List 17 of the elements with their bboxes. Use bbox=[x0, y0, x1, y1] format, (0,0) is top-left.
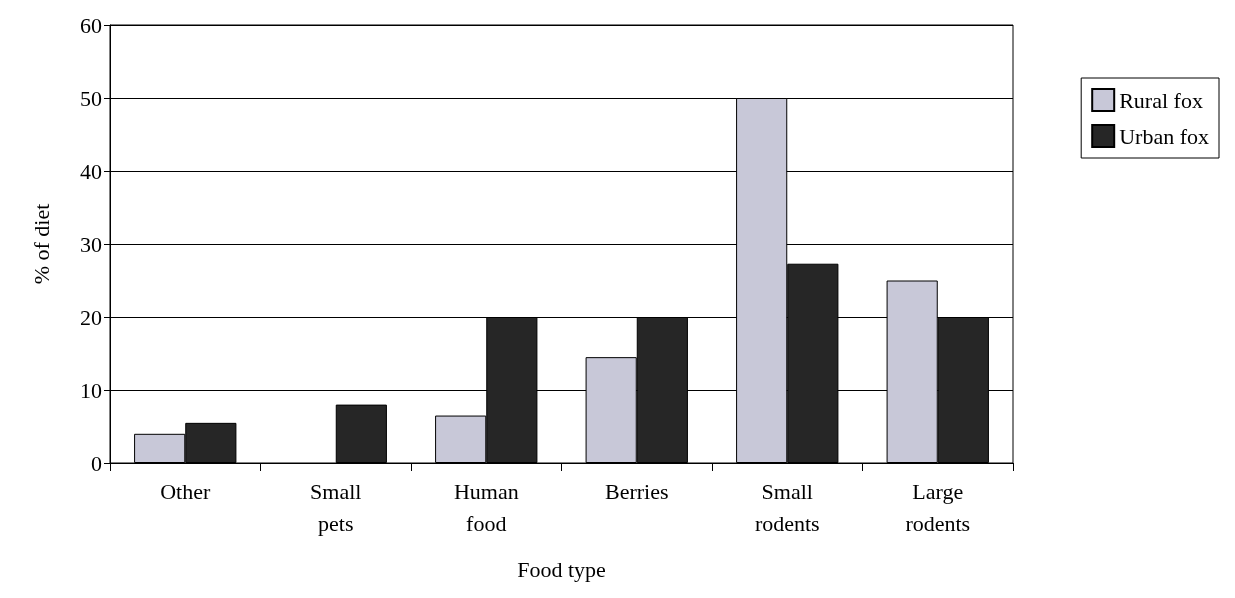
x-tick-label: Human food bbox=[453, 478, 519, 536]
x-axis-title: Food type bbox=[517, 556, 606, 582]
x-tick-label: Other bbox=[160, 478, 211, 504]
y-tick-label: 30 bbox=[80, 231, 102, 257]
y-tick-label: 60 bbox=[80, 12, 102, 38]
y-tick-label: 20 bbox=[80, 304, 102, 330]
legend-label: Urban fox bbox=[1119, 123, 1210, 149]
x-tick-label: Berries bbox=[604, 478, 669, 504]
x-tick-label: Small rodents bbox=[754, 478, 820, 536]
y-tick-label: 40 bbox=[80, 158, 102, 184]
x-tick-label: Small pets bbox=[310, 478, 362, 536]
y-tick-label: 0 bbox=[91, 450, 102, 476]
y-axis-title: % of diet bbox=[28, 203, 54, 285]
y-tick-label: 10 bbox=[80, 377, 102, 403]
x-tick-label: Large rodents bbox=[905, 478, 971, 536]
y-tick-label: 50 bbox=[80, 85, 102, 111]
legend-label: Rural fox bbox=[1119, 87, 1203, 113]
